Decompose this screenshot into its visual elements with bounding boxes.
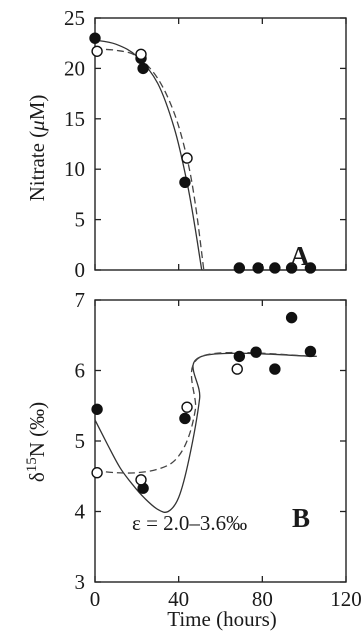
panel-a-filled-point bbox=[304, 262, 317, 274]
panel-a-y-axis-title: Nitrate (μM) bbox=[25, 95, 49, 202]
panel-b-y-axis-title: δ15N (‰) bbox=[24, 402, 49, 482]
panel-a-y-tick-label: 25 bbox=[64, 6, 85, 30]
panel-a-filled-point bbox=[269, 262, 281, 274]
panel-b-filled-point bbox=[304, 345, 317, 358]
panel-b-x-tick-label: 120 bbox=[330, 587, 362, 611]
panel-b-filled-point bbox=[250, 346, 262, 358]
panel-b: 3 4 5 6 7 0 40 80 120 ε = 2.0–3.6‰ B δ15N (‰) Ti… bbox=[24, 288, 362, 631]
panel-a-filled-point bbox=[252, 262, 264, 274]
panel-a-open-point bbox=[91, 45, 103, 57]
panel-b-fit-dashed-1 bbox=[94, 351, 317, 474]
panel-b-open-point bbox=[231, 363, 243, 375]
panel-b-frame bbox=[94, 299, 347, 583]
panel-a-ticks: 0 5 10 15 20 25 bbox=[64, 6, 347, 282]
panel-a-open-point bbox=[135, 48, 147, 60]
panel-a-filled-point bbox=[285, 262, 298, 274]
panel-a-y-tick-label: 0 bbox=[75, 258, 86, 282]
panel-b-ticks: 3 4 5 6 7 0 40 80 120 bbox=[75, 288, 362, 611]
panel-b-filled-point bbox=[233, 350, 246, 363]
panel-b-x-tick-label: 40 bbox=[168, 587, 189, 611]
panel-a-filled-point bbox=[89, 32, 101, 44]
panel-a-fit-lines bbox=[94, 39, 317, 271]
panel-a-y-tick-label: 10 bbox=[64, 157, 85, 181]
panel-b-x-tick-label: 80 bbox=[252, 587, 273, 611]
panel-b-filled-point bbox=[285, 311, 298, 324]
panel-a-open-point bbox=[181, 152, 193, 164]
panel-a-y-tick-label: 5 bbox=[75, 208, 86, 232]
panel-a-filled-point bbox=[233, 262, 246, 274]
panel-a-letter: A bbox=[290, 241, 310, 271]
panel-b-filled-point bbox=[269, 363, 281, 375]
panel-a-fit-solid-0 bbox=[94, 39, 203, 271]
panel-b-y-tick-label: 3 bbox=[75, 570, 86, 594]
panel-b-open-point bbox=[135, 474, 147, 486]
panel-b-points bbox=[91, 311, 317, 494]
panel-b-x-tick-label: 0 bbox=[90, 587, 101, 611]
panel-a-y-tick-label: 15 bbox=[64, 107, 85, 131]
panel-b-y-tick-label: 4 bbox=[75, 500, 86, 524]
panel-b-letter: B bbox=[292, 503, 310, 533]
panel-a-fit-dashed-1 bbox=[94, 48, 205, 271]
x-axis-title: Time (hours) bbox=[167, 607, 276, 631]
panel-b-y-tick-label: 6 bbox=[75, 359, 86, 383]
panel-b-filled-point bbox=[179, 412, 191, 425]
panel-b-open-point bbox=[91, 467, 103, 479]
panel-a-filled-point bbox=[137, 62, 149, 75]
panel-b-open-point bbox=[181, 401, 193, 413]
panel-b-fit-solid-0 bbox=[94, 352, 317, 513]
panel-b-annotation: ε = 2.0–3.6‰ bbox=[132, 511, 247, 535]
panel-b-fit-lines bbox=[94, 351, 317, 513]
panel-b-y-tick-label: 5 bbox=[75, 429, 86, 453]
panel-b-y-tick-label: 7 bbox=[75, 288, 86, 312]
panel-a: 0 5 10 15 20 25 A Nitrate (μM) bbox=[25, 6, 347, 282]
panel-a-points bbox=[89, 32, 317, 274]
panel-a-y-tick-label: 20 bbox=[64, 56, 85, 80]
panel-a-filled-point bbox=[179, 176, 191, 189]
panel-b-filled-point bbox=[91, 403, 103, 415]
panel-a-frame bbox=[94, 17, 347, 271]
